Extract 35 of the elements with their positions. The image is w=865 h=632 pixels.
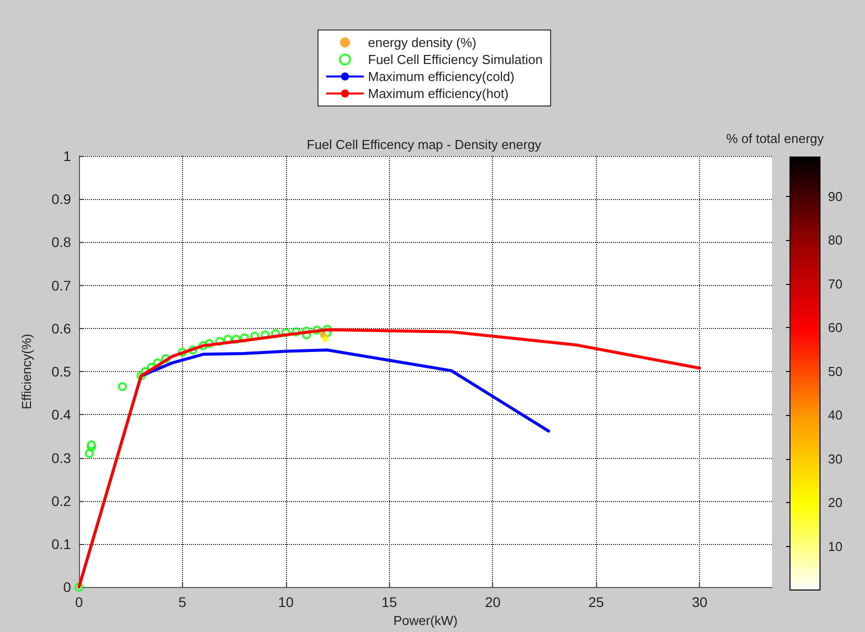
y-tick-label: 0: [63, 579, 72, 596]
y-tick-label: 0.4: [52, 406, 72, 423]
chart-title: Fuel Cell Efficency map - Density energy: [306, 137, 542, 152]
x-axis-title: Power(kW): [393, 613, 458, 628]
y-tick-label: 0.9: [52, 191, 72, 208]
legend-label: Maximum efficiency(cold): [368, 69, 514, 84]
y-tick-label: 0.6: [52, 320, 72, 336]
x-tick-label: 10: [278, 594, 294, 610]
color-bar-label: 50: [828, 364, 842, 379]
x-tick-label: 5: [178, 594, 187, 610]
y-tick-label: 0.1: [52, 536, 72, 552]
y-tick-label: 0.5: [52, 364, 72, 380]
y-tick-label: 0.3: [52, 450, 72, 466]
color-bar-label: 90: [828, 188, 842, 204]
legend-label: Fuel Cell Efficiency Simulation: [368, 52, 543, 67]
color-bar-label: 30: [828, 451, 842, 466]
color-bar-label: 70: [828, 276, 842, 292]
y-tick-label: 1: [63, 148, 72, 164]
color-bar-title: % of total energy: [726, 131, 824, 146]
color-bar-label: 40: [828, 408, 842, 423]
color-bar-label: 10: [828, 538, 842, 554]
y-axis-title: Efficiency(%): [19, 334, 34, 410]
y-tick-label: 0.2: [52, 492, 72, 509]
y-tick-label: 0.8: [52, 234, 72, 250]
x-tick-label: 20: [484, 594, 501, 610]
y-tick-label: 0.7: [52, 277, 72, 294]
color-bar-label: 60: [828, 320, 842, 336]
x-tick-label: 0: [75, 594, 84, 610]
x-tick-label: 30: [692, 594, 708, 610]
legend-label: energy density (%): [368, 35, 476, 50]
legend-label: Maximum efficiency(hot): [368, 86, 509, 101]
x-tick-label: 15: [382, 594, 398, 610]
color-bar-label: 80: [828, 232, 842, 248]
color-bar-label: 20: [828, 495, 842, 510]
x-tick-label: 25: [588, 594, 604, 610]
